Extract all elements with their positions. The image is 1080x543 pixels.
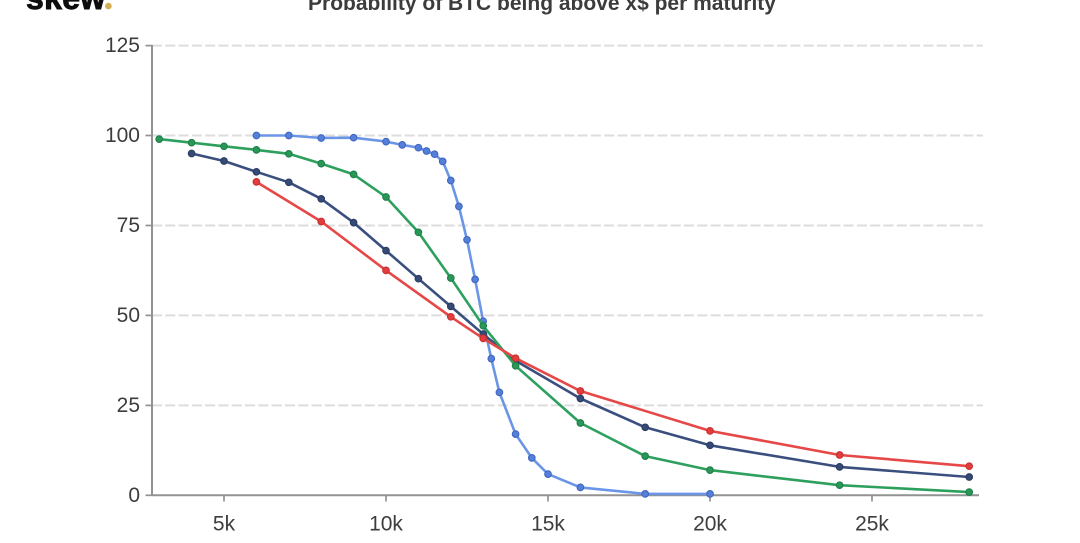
svg-text:Probability of BTC being above: Probability of BTC being above x$ per ma… <box>308 0 776 15</box>
svg-text:50: 50 <box>117 304 140 327</box>
svg-text:25k: 25k <box>855 513 889 536</box>
svg-text:100: 100 <box>105 124 140 147</box>
svg-text:75: 75 <box>117 214 140 237</box>
svg-text:10k: 10k <box>369 513 403 536</box>
svg-text:5k: 5k <box>213 513 236 536</box>
svg-text:15k: 15k <box>531 513 565 536</box>
svg-text:20k: 20k <box>693 513 727 536</box>
svg-text:0: 0 <box>128 484 140 507</box>
svg-text:25: 25 <box>117 394 140 417</box>
svg-text:125: 125 <box>105 34 140 57</box>
svg-text:skew: skew <box>26 0 105 16</box>
